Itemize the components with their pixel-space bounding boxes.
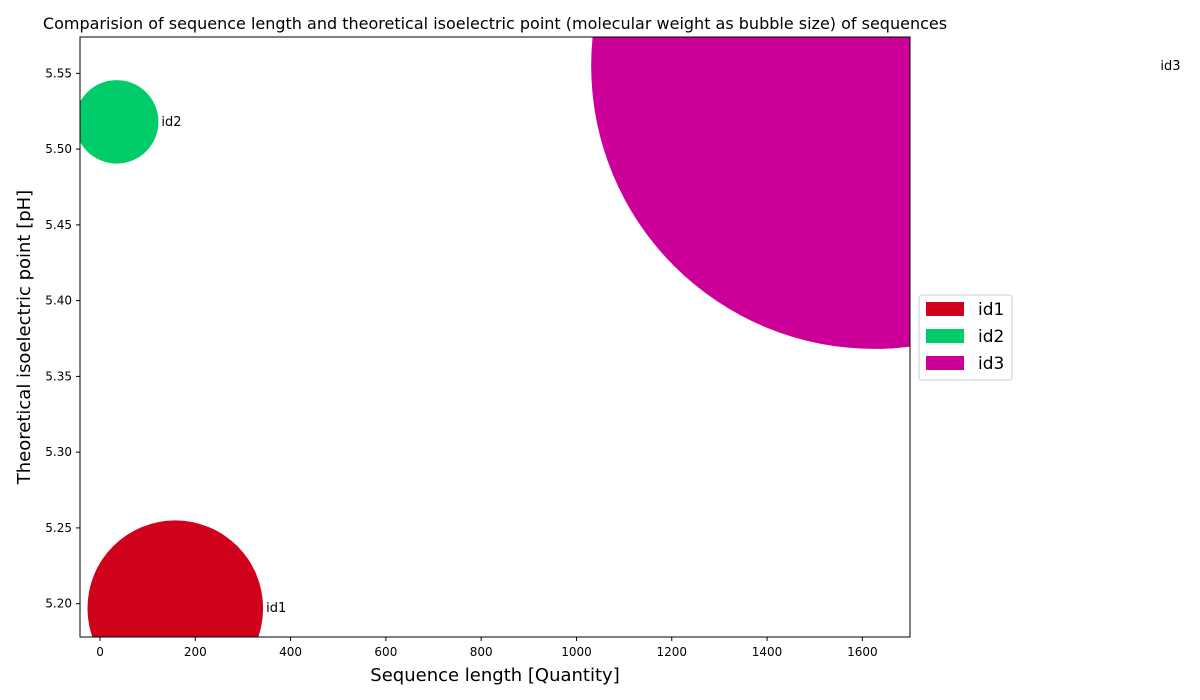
bubble-layer [80, 37, 910, 637]
x-tick-label: 400 [279, 645, 302, 659]
y-tick-label: 5.50 [45, 142, 72, 156]
y-tick-label: 5.40 [45, 294, 72, 308]
x-tick-label: 200 [184, 645, 207, 659]
legend-swatch-id2 [926, 329, 964, 343]
point-label-layer: id1 id2 id3 [161, 59, 1180, 616]
legend-label-id1: id1 [978, 300, 1004, 320]
legend-swatch-id3 [926, 356, 964, 370]
y-tick-label: 5.20 [45, 597, 72, 611]
y-tick-label: 5.25 [45, 521, 72, 535]
x-tick-label: 0 [96, 645, 104, 659]
x-tick-label: 800 [470, 645, 493, 659]
bubble-id1 [87, 520, 264, 637]
x-axis: 0 200 400 600 800 1000 1200 1400 1600 [96, 637, 878, 659]
y-axis: 5.20 5.25 5.30 5.35 5.40 5.45 5.50 5.55 [45, 66, 80, 611]
x-tick-label: 1200 [656, 645, 687, 659]
y-tick-label: 5.55 [45, 66, 72, 80]
y-axis-title: Theoretical isoelectric point [pH] [14, 190, 35, 485]
legend-label-id2: id2 [978, 327, 1004, 347]
bubble-id3 [591, 37, 910, 349]
point-label-id3: id3 [1160, 59, 1180, 74]
bubble-id2 [80, 80, 159, 164]
point-label-id1: id1 [266, 601, 286, 616]
x-tick-label: 1000 [561, 645, 592, 659]
chart-title: Comparision of sequence length and theor… [43, 14, 947, 33]
legend-swatch-id1 [926, 302, 964, 316]
point-label-id2: id2 [161, 115, 181, 130]
y-tick-label: 5.30 [45, 445, 72, 459]
y-tick-label: 5.35 [45, 369, 72, 383]
plot-frame [79, 36, 911, 638]
y-tick-label: 5.45 [45, 218, 72, 232]
x-axis-title: Sequence length [Quantity] [370, 665, 619, 686]
legend: id1 id2 id3 [918, 294, 1013, 381]
x-tick-label: 600 [374, 645, 397, 659]
legend-label-id3: id3 [978, 354, 1004, 374]
x-tick-label: 1400 [752, 645, 783, 659]
x-tick-label: 1600 [847, 645, 878, 659]
